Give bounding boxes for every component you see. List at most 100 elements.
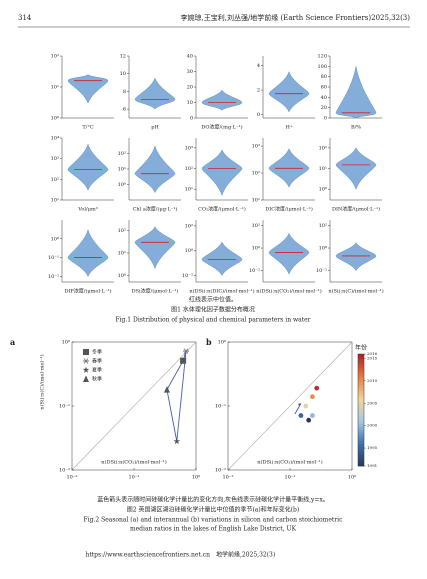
axis-frame [128, 220, 181, 283]
fig1-caption-en: Fig.1 Distribution of physical and chemi… [115, 317, 310, 324]
y-tick-label: 10⁻² [215, 468, 226, 474]
y-tick-label: 10² [51, 177, 59, 183]
y-tick-label: 10⁰ [51, 116, 59, 122]
axis-frame [329, 138, 382, 201]
colorbar-cell [358, 463, 364, 467]
colorbar-tick-label: 2005 [367, 400, 378, 405]
y-tick-label: 20 [187, 85, 193, 91]
colorbar-tick-label: 1995 [367, 445, 378, 450]
y-tick-label: 2 [257, 88, 260, 94]
y-tick-label: 10⁻² [182, 273, 193, 279]
marker [173, 437, 181, 445]
y-tick-label: 10⁰ [218, 340, 226, 346]
swarm [335, 66, 377, 119]
arrow-head [297, 403, 301, 407]
point [310, 394, 315, 400]
y-tick-label: 8 [123, 89, 126, 95]
y-tick-label: 10⁻² [59, 468, 70, 474]
y-axis-label: n(Si):n(C)/(mol·mol⁻¹) [39, 354, 46, 409]
y-tick-label: 4 [257, 63, 260, 69]
swarm [201, 89, 243, 111]
y-tick-label: 0 [257, 112, 260, 118]
axis-frame [195, 138, 248, 201]
colorbar-cell [358, 401, 364, 405]
y-tick-label: 10⁻¹ [215, 404, 226, 410]
y-tick-label: 20 [321, 105, 327, 111]
panel-label: DSi浓度/(μmol·L⁻¹) [132, 288, 179, 295]
panel-label: H⁺ [286, 125, 293, 131]
y-tick-label: 30 [187, 69, 193, 75]
running-head: 李婉琼,王宝利,刘丛强/地学前缘 (Earth Science Frontier… [181, 13, 411, 22]
colorbar-cell [358, 356, 364, 360]
colorbar-cell [358, 396, 364, 400]
panel-label: DIC浓度/(μmol·L⁻¹) [265, 206, 313, 213]
x-tick-label: 10⁻² [222, 475, 233, 481]
y-tick-label: 10³ [252, 144, 260, 150]
y-tick-label: 10⁰ [51, 236, 59, 242]
panel-label: DIN浓度/(μmol·L⁻¹) [332, 206, 380, 213]
colorbar-cell [358, 354, 364, 358]
panel-label: CO₂浓度/(μmol·L⁻¹) [198, 206, 246, 213]
fig2-note: 蓝色箭头表示随时间硅碳化学计量比的变化方向,灰色线表示硅碳化学计量平衡线,y=x… [97, 496, 329, 504]
x-tick-label: 10⁻¹ [284, 475, 295, 481]
y-tick-label: 6 [123, 107, 126, 113]
y-tick-label: 10⁻¹ [59, 404, 70, 410]
colorbar-tick-label: 1991 [367, 463, 377, 468]
y-tick-label: 10 [120, 71, 126, 77]
panel-tag: b [206, 337, 212, 347]
y-tick-label: 10⁻² [249, 268, 260, 274]
y-tick-label: 10 [187, 100, 193, 106]
point [310, 413, 315, 418]
colorbar-cell [358, 368, 364, 372]
y-tick-label: 10⁰ [118, 273, 126, 279]
swarm [134, 145, 176, 194]
swarm [335, 242, 377, 272]
colorbar-cell [358, 452, 364, 456]
colorbar-cell [358, 370, 364, 374]
colorbar-cell [358, 424, 364, 428]
y-tick-label: 10² [51, 54, 59, 60]
point [314, 385, 320, 391]
y-tick-label: 10¹ [118, 167, 126, 173]
colorbar-cell [358, 440, 364, 444]
colorbar-cell [358, 410, 364, 414]
colorbar-cell [358, 379, 364, 383]
colorbar-cell [358, 387, 364, 391]
y-tick-label: 12 [120, 54, 126, 60]
y-tick-label: 60 [321, 85, 327, 91]
colorbar-cell [358, 454, 364, 458]
axis-frame [61, 220, 114, 283]
colorbar-cell [358, 398, 364, 402]
colorbar-cell [358, 365, 364, 369]
colorbar-cell [358, 429, 364, 433]
legend-marker [83, 375, 89, 382]
panel-label: B/% [351, 125, 361, 131]
axis-frame [195, 220, 248, 283]
colorbar-cell [358, 426, 364, 430]
panel-label: DIP浓度/(μmol·L⁻¹) [64, 288, 111, 295]
colorbar-cell [358, 393, 364, 397]
marker [183, 348, 190, 354]
axis-frame [329, 220, 382, 283]
y-tick-label: 120 [317, 54, 327, 60]
panel-label: n(Si):n(C)/(mol·mol⁻¹) [328, 288, 383, 295]
colorbar-cell [358, 382, 364, 386]
y-tick-label: 10² [319, 145, 327, 151]
marker [180, 357, 187, 364]
colorbar-cell [358, 412, 364, 416]
y-tick-label: 10¹ [319, 166, 327, 172]
swarm [201, 149, 243, 197]
y-tick-label: 10¹ [185, 187, 193, 193]
colorbar-cell [358, 457, 364, 461]
colorbar-cell [358, 373, 364, 377]
axis-frame [262, 220, 315, 283]
y-tick-label: 10² [185, 166, 193, 172]
y-tick-label: 10⁰ [62, 340, 70, 346]
legend-label: 夏季 [92, 367, 102, 374]
y-tick-label: 10⁻² [316, 268, 327, 274]
y-tick-label: 10² [118, 228, 126, 234]
x-tick-label: 10⁰ [192, 475, 200, 481]
y-tick-label: 10¹ [118, 250, 126, 256]
swarm [67, 74, 109, 104]
colorbar-cell [358, 421, 364, 425]
